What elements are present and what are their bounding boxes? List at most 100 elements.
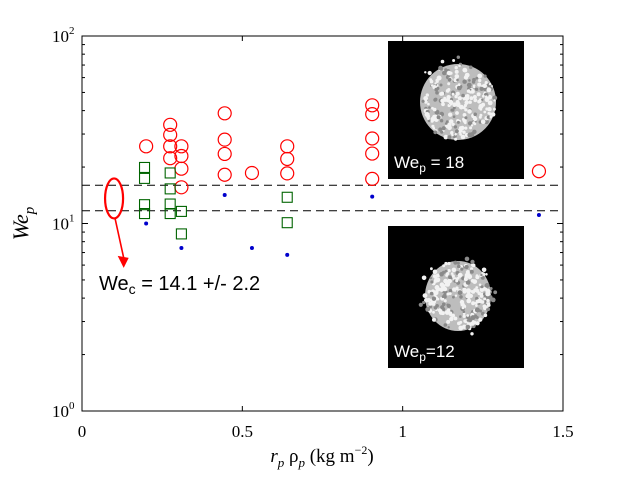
particle: [452, 295, 455, 299]
particle: [448, 275, 452, 279]
particle: [447, 88, 451, 92]
particle: [471, 263, 476, 268]
particle: [432, 274, 437, 279]
particle: [491, 112, 496, 117]
particle: [481, 300, 484, 304]
circle-point: [217, 167, 232, 182]
particle: [447, 82, 451, 86]
particle: [452, 103, 456, 108]
x-tick-label: 1.5: [552, 422, 573, 441]
circle-point: [163, 117, 178, 132]
particle: [481, 98, 484, 102]
particle: [447, 261, 451, 266]
particle: [478, 317, 483, 322]
particle: [460, 134, 466, 140]
particle: [478, 115, 482, 119]
particle: [426, 298, 431, 303]
dot-point: [179, 246, 184, 251]
particle: [483, 74, 487, 78]
particle: [479, 108, 483, 111]
particle: [447, 326, 450, 329]
particle: [447, 269, 451, 273]
particle: [432, 126, 436, 130]
particle: [485, 273, 488, 276]
particle: [478, 78, 482, 83]
particle: [472, 95, 477, 99]
particle: [441, 102, 445, 107]
particle: [462, 79, 467, 84]
particle: [448, 311, 453, 316]
particle: [483, 110, 487, 114]
square-point: [281, 191, 293, 203]
particle: [459, 315, 462, 318]
y-tick-label: 102: [52, 25, 75, 46]
particle: [464, 95, 470, 101]
particle: [444, 261, 448, 266]
particle: [484, 95, 488, 99]
particle: [472, 279, 478, 284]
particle: [475, 316, 479, 319]
particle: [487, 107, 492, 112]
particle: [448, 99, 454, 105]
particle: [474, 87, 479, 92]
circle-point: [139, 139, 154, 154]
particle: [457, 272, 463, 278]
particle: [431, 296, 437, 301]
particle: [455, 287, 459, 291]
particle: [456, 276, 460, 280]
particle: [492, 107, 496, 111]
particle: [435, 278, 440, 283]
particle: [471, 80, 476, 84]
particle: [427, 102, 430, 106]
particle: [425, 93, 429, 97]
circle-point: [163, 151, 178, 166]
particle: [436, 115, 441, 120]
particle: [440, 91, 445, 96]
particle: [447, 135, 452, 140]
particle: [467, 121, 473, 126]
particle: [440, 59, 445, 64]
particle: [446, 70, 452, 76]
particle: [429, 276, 433, 280]
particle: [441, 126, 446, 131]
particle: [427, 70, 432, 76]
particle: [466, 298, 472, 304]
particle: [451, 267, 457, 273]
particle: [493, 99, 496, 102]
particle: [492, 95, 498, 101]
particle: [453, 260, 458, 265]
particle: [429, 305, 432, 309]
particle: [464, 108, 468, 112]
particle: [493, 290, 498, 295]
particle: [456, 261, 460, 265]
particle: [451, 274, 455, 278]
particle: [471, 290, 475, 294]
axes-text: 0 0.5 1 1.5 100 101 102 Wep rp ρp (kg m−2): [8, 25, 574, 470]
square-point: [138, 172, 151, 184]
particle: [442, 286, 448, 292]
particle: [446, 292, 450, 296]
circle-point: [174, 139, 189, 154]
particle: [460, 125, 465, 131]
particle: [470, 259, 475, 264]
particle: [456, 120, 460, 124]
particle: [454, 66, 458, 70]
circle-point: [531, 164, 547, 179]
particle: [486, 115, 491, 119]
particle: [463, 103, 467, 108]
particle: [432, 114, 437, 120]
particle: [443, 134, 449, 140]
dot-point: [536, 213, 541, 218]
particle: [477, 82, 482, 87]
inset-label: Wep=12: [394, 342, 455, 364]
particle: [475, 76, 479, 80]
particle: [456, 78, 459, 82]
particle: [444, 68, 448, 72]
circle-point: [280, 151, 295, 167]
dot-point: [222, 192, 227, 197]
reference-lines: [82, 184, 563, 212]
circle-point: [163, 139, 178, 154]
particle: [445, 120, 449, 123]
